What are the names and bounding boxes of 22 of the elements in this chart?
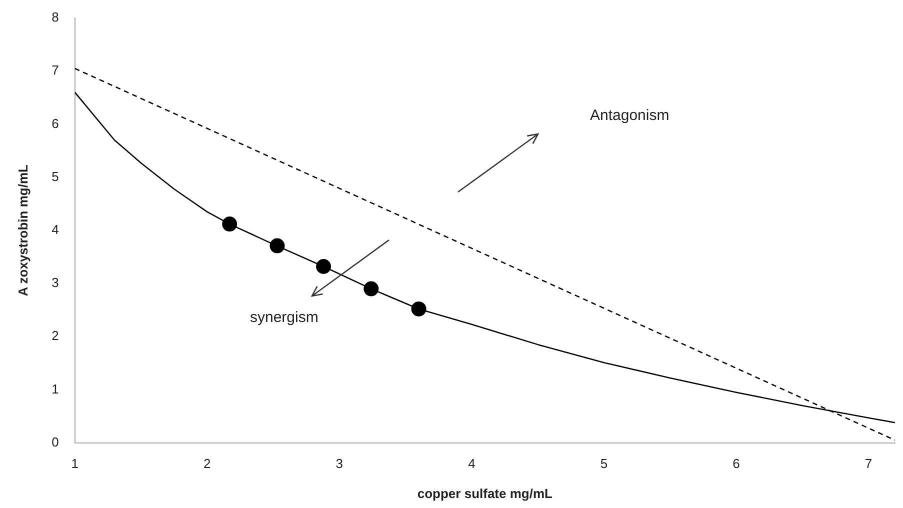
y-tick-label: 1 (52, 381, 59, 396)
y-tick-label: 3 (52, 275, 59, 290)
y-axis-title: A zoxystrobin mg/mL (15, 164, 30, 296)
y-tick-label: 5 (52, 168, 59, 184)
y-tick-label: 0 (52, 434, 59, 450)
y-tick-label: 6 (52, 116, 59, 131)
y-tick-label: 4 (52, 222, 59, 237)
x-tick-label: 4 (468, 456, 476, 472)
y-tick-label: 8 (52, 10, 59, 25)
x-tick-label: 3 (336, 456, 344, 472)
annotation: synergism (250, 309, 318, 326)
x-tick-label: 7 (864, 456, 872, 472)
point (316, 259, 332, 274)
x-axis-title: copper sulfate mg/mL (417, 486, 553, 501)
point (222, 216, 238, 232)
y-tick-label: 2 (52, 328, 59, 344)
x-tick-label: 2 (204, 456, 211, 472)
y-tick-label: 7 (52, 62, 59, 78)
x-tick-label: 6 (732, 456, 740, 472)
x-tick-label: 1 (71, 456, 78, 472)
annotation: Antagonism (590, 107, 670, 124)
x-tick-label: 5 (600, 456, 608, 472)
